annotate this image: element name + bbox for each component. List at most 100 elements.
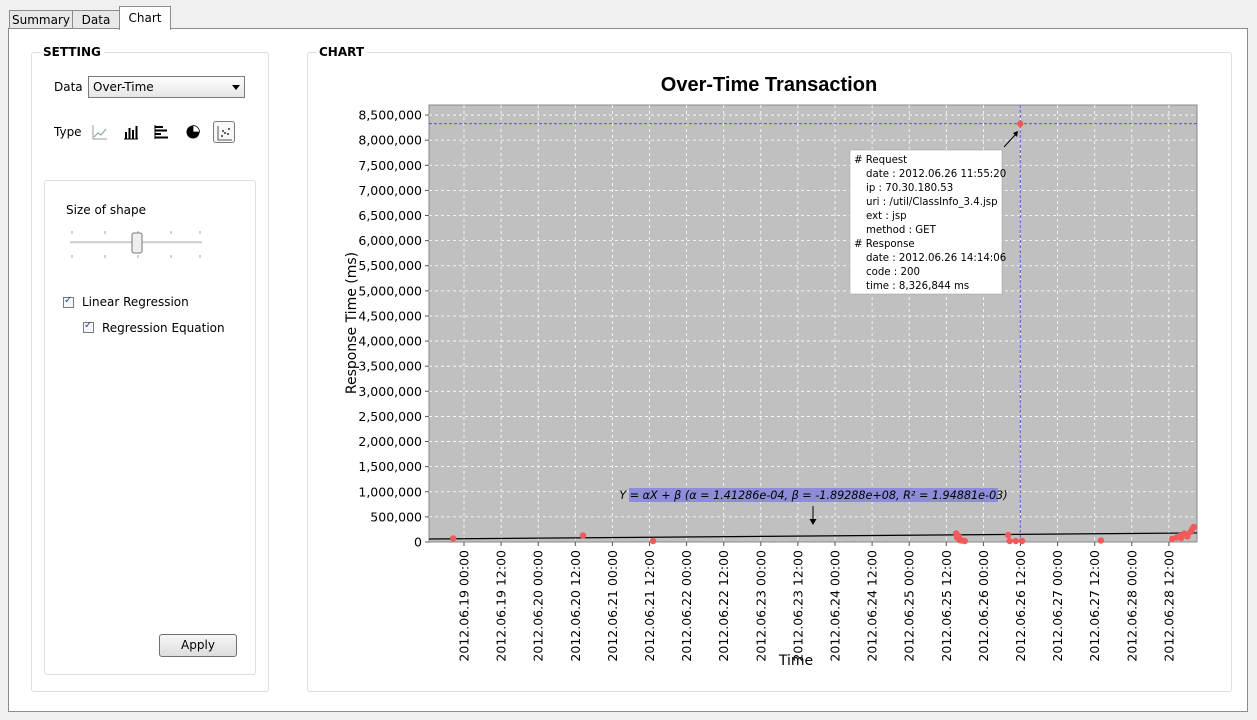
linear-regression-checkbox[interactable]	[63, 295, 74, 308]
tooltip-line: ext : jsp	[866, 211, 907, 222]
y-tick-label: 0	[414, 535, 422, 550]
y-tick-label: 5,500,000	[358, 258, 422, 273]
x-tick-label: 2012.06.28 12:00	[1161, 550, 1176, 662]
tooltip-line: # Response	[854, 239, 915, 250]
data-point	[1097, 537, 1105, 544]
y-tick-label: 1,500,000	[358, 459, 422, 474]
x-tick-label: 2012.06.28 00:00	[1124, 550, 1139, 662]
data-point	[1178, 534, 1185, 542]
x-tick-label: 2012.06.22 00:00	[679, 550, 694, 662]
tab-chart[interactable]: Chart	[119, 6, 171, 30]
shape-options-panel	[44, 180, 256, 675]
chart-title: Over-Time Transaction	[661, 74, 877, 96]
bar-chart-button[interactable]	[120, 121, 142, 143]
x-tick-label: 2012.06.19 00:00	[457, 550, 472, 662]
tooltip-arrowhead	[1013, 131, 1018, 137]
x-tick-label: 2012.06.27 00:00	[1050, 550, 1065, 662]
data-point	[961, 537, 969, 545]
tooltip-line: uri : /util/ClassInfo_3.4.jsp	[866, 197, 998, 208]
data-point	[1006, 537, 1013, 545]
regression-equation: Y = αX + β (α = 1.41286e-04, β = -1.8928…	[619, 488, 1008, 525]
tooltip-arrow	[1003, 133, 1017, 148]
x-tick-label: 2012.06.20 00:00	[531, 550, 546, 662]
x-tick-label: 2012.06.24 12:00	[865, 550, 880, 662]
data-point	[579, 532, 587, 539]
chart-group: CHART	[307, 45, 1232, 692]
scatter-chart-icon	[217, 126, 232, 141]
line-chart-icon	[92, 125, 107, 140]
equation-box	[629, 488, 998, 502]
x-tick-label: 2012.06.21 00:00	[605, 550, 620, 662]
size-of-shape-label: Size of shape	[66, 203, 147, 217]
x-tick-label: 2012.06.23 00:00	[753, 550, 768, 662]
x-tick-label: 2012.06.27 12:00	[1087, 550, 1102, 662]
regression-equation-checkbox[interactable]	[83, 320, 94, 333]
y-axis-ticks: 0 500,000 1,000,000 1,500,000 2,000,000 2,500…	[358, 108, 429, 550]
x-tick-label: 2012.06.26 00:00	[976, 550, 991, 662]
x-axis-label: Time	[778, 653, 813, 669]
y-tick-label: 6,000,000	[358, 233, 422, 248]
scatter-chart-button[interactable]	[213, 121, 235, 143]
y-tick-label: 3,000,000	[358, 384, 422, 399]
data-point	[1012, 537, 1020, 545]
pie-chart-icon	[186, 125, 200, 139]
equation-arrowhead	[809, 519, 817, 525]
data-point	[1184, 533, 1191, 540]
y-tick-label: 1,000,000	[358, 484, 422, 499]
y-tick-label: 3,500,000	[358, 359, 422, 374]
x-tick-label: 2012.06.19 12:00	[494, 550, 509, 662]
regression-equation-label: Regression Equation	[102, 321, 225, 335]
x-axis-ticks: 2012.06.19 00:00 2012.06.19 12:00 2012.06.…	[457, 542, 1176, 662]
x-tick-label: 2012.06.25 00:00	[902, 550, 917, 662]
data-label: Data	[54, 80, 83, 94]
y-tick-label: 2,000,000	[358, 434, 422, 449]
data-select-value: Over-Time	[93, 80, 154, 94]
y-tick-label: 7,000,000	[358, 183, 422, 198]
tooltip-box	[849, 149, 1003, 295]
equation-text: Y = αX + β (α = 1.41286e-04, β = -1.8928…	[619, 489, 1007, 502]
data-point	[1018, 537, 1026, 545]
y-tick-label: 500,000	[370, 509, 422, 524]
data-point	[1004, 531, 1012, 539]
data-select[interactable]: Over-Time	[88, 76, 245, 98]
point-tooltip: # Request date : 2012.06.26 11:55:20 ip : …	[849, 131, 1018, 295]
tooltip-line: date : 2012.06.26 14:14:06	[866, 253, 1006, 264]
data-point	[649, 537, 657, 545]
x-tick-label: 2012.06.24 00:00	[828, 550, 843, 662]
x-tick-label: 2012.06.20 12:00	[568, 550, 583, 662]
line-chart-button[interactable]	[89, 121, 111, 143]
x-tick-label: 2012.06.21 12:00	[642, 550, 657, 662]
x-tick-label: 2012.06.25 12:00	[939, 550, 954, 662]
y-tick-label: 4,000,000	[358, 334, 422, 349]
grid-lines	[429, 105, 1197, 542]
crosshair	[429, 105, 1197, 542]
horizontal-bar-chart-button[interactable]	[151, 121, 173, 143]
tab-data[interactable]: Data	[72, 10, 120, 29]
y-tick-label: 5,000,000	[358, 283, 422, 298]
chart-panel-title: CHART	[316, 45, 368, 59]
scatter-chart: Over-Time Transaction 0 500,000 1,000,000 1…	[344, 74, 1198, 669]
size-slider[interactable]	[68, 230, 206, 262]
tooltip-line: code : 200	[866, 267, 920, 278]
tooltip-line: date : 2012.06.26 11:55:20	[866, 169, 1006, 180]
chevron-down-icon	[232, 85, 240, 90]
tooltip-line: time : 8,326,844 ms	[866, 281, 969, 292]
y-tick-label: 2,500,000	[358, 409, 422, 424]
slider-thumb[interactable]	[131, 232, 143, 254]
y-axis-label: Response Time (ms)	[344, 252, 360, 394]
tooltip-line: # Request	[854, 155, 907, 166]
x-tick-label: 2012.06.22 12:00	[716, 550, 731, 662]
horizontal-bar-chart-icon	[154, 125, 168, 139]
y-tick-label: 7,500,000	[358, 158, 422, 173]
y-tick-label: 6,500,000	[358, 208, 422, 223]
data-point	[449, 535, 457, 542]
data-points	[449, 120, 1197, 545]
pie-chart-button[interactable]	[182, 121, 204, 143]
plot-area	[428, 104, 1198, 543]
x-tick-label: 2012.06.23 12:00	[790, 550, 805, 662]
data-point	[1017, 120, 1024, 127]
regression-line	[428, 532, 1198, 540]
linear-regression-label: Linear Regression	[82, 295, 189, 309]
apply-button[interactable]: Apply	[159, 634, 237, 657]
tab-summary[interactable]: Summary	[9, 10, 73, 29]
